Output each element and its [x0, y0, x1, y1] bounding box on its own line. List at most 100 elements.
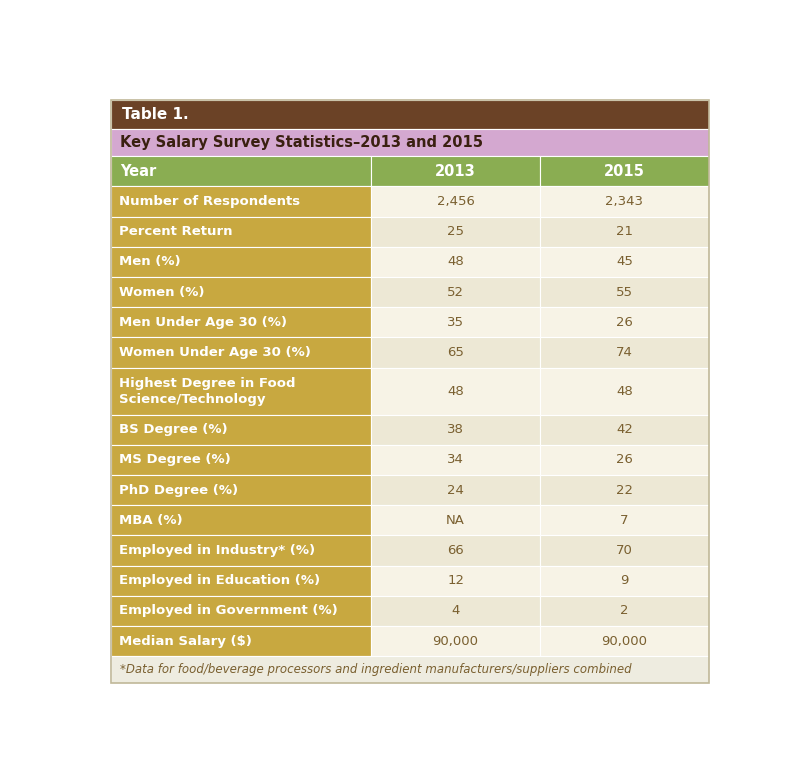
Bar [371, 505, 540, 535]
Bar [540, 414, 709, 445]
Bar [540, 535, 709, 566]
Text: 45: 45 [616, 255, 633, 268]
Bar [540, 217, 709, 247]
Text: Year: Year [121, 164, 157, 178]
Text: Highest Degree in Food: Highest Degree in Food [119, 376, 296, 390]
Text: 66: 66 [447, 544, 464, 557]
Text: 90,000: 90,000 [602, 635, 647, 648]
Bar [371, 566, 540, 596]
Bar [111, 445, 371, 475]
Bar [111, 247, 371, 277]
Text: Number of Respondents: Number of Respondents [119, 195, 300, 208]
Bar [111, 156, 371, 186]
Text: Women (%): Women (%) [119, 286, 205, 299]
Bar [371, 338, 540, 368]
Text: 24: 24 [447, 483, 464, 497]
Bar [540, 475, 709, 505]
Text: 2013: 2013 [435, 164, 476, 178]
Text: 4: 4 [451, 605, 460, 618]
Bar [540, 505, 709, 535]
Text: Employed in Education (%): Employed in Education (%) [119, 574, 320, 587]
Text: 25: 25 [447, 225, 464, 238]
Bar [540, 156, 709, 186]
Bar [371, 307, 540, 338]
Text: 74: 74 [616, 346, 633, 359]
Bar [540, 338, 709, 368]
Bar [371, 445, 540, 475]
Text: 42: 42 [616, 423, 633, 436]
Text: 90,000: 90,000 [433, 635, 478, 648]
Bar [111, 217, 371, 247]
Bar [111, 277, 371, 307]
Bar [371, 277, 540, 307]
Bar [111, 100, 709, 129]
Text: Men Under Age 30 (%): Men Under Age 30 (%) [119, 316, 287, 329]
Bar [111, 566, 371, 596]
Text: 2: 2 [620, 605, 629, 618]
Bar [371, 186, 540, 217]
Bar [540, 626, 709, 656]
Text: MBA (%): MBA (%) [119, 514, 183, 527]
Bar [111, 596, 371, 626]
Bar [540, 566, 709, 596]
Text: 2,343: 2,343 [606, 195, 643, 208]
Text: *Data for food/beverage processors and ingredient manufacturers/suppliers combin: *Data for food/beverage processors and i… [121, 663, 632, 677]
Text: Employed in Industry* (%): Employed in Industry* (%) [119, 544, 315, 557]
Text: Men (%): Men (%) [119, 255, 181, 268]
Text: Median Salary ($): Median Salary ($) [119, 635, 252, 648]
Text: PhD Degree (%): PhD Degree (%) [119, 483, 238, 497]
Text: 2015: 2015 [604, 164, 645, 178]
Bar [111, 656, 709, 684]
Text: 26: 26 [616, 453, 633, 466]
Bar [111, 535, 371, 566]
Bar [111, 626, 371, 656]
Bar [371, 217, 540, 247]
Bar [371, 475, 540, 505]
Bar [111, 414, 371, 445]
Text: 48: 48 [616, 385, 633, 397]
Text: 48: 48 [447, 255, 464, 268]
Bar [540, 186, 709, 217]
Text: 22: 22 [616, 483, 633, 497]
Text: 55: 55 [616, 286, 633, 299]
Bar [540, 445, 709, 475]
Bar [111, 129, 709, 156]
Text: 34: 34 [447, 453, 464, 466]
Text: 7: 7 [620, 514, 629, 527]
Text: 70: 70 [616, 544, 633, 557]
Bar [540, 307, 709, 338]
Bar [371, 626, 540, 656]
Text: 21: 21 [616, 225, 633, 238]
Text: 35: 35 [447, 316, 464, 329]
Text: 48: 48 [447, 385, 464, 397]
Bar [540, 368, 709, 414]
Text: Science/Technology: Science/Technology [119, 393, 266, 406]
Bar [111, 307, 371, 338]
Bar [540, 596, 709, 626]
Text: MS Degree (%): MS Degree (%) [119, 453, 231, 466]
Text: 9: 9 [620, 574, 629, 587]
Bar [111, 338, 371, 368]
Bar [371, 247, 540, 277]
Text: Women Under Age 30 (%): Women Under Age 30 (%) [119, 346, 311, 359]
Bar [540, 247, 709, 277]
Text: Employed in Government (%): Employed in Government (%) [119, 605, 338, 618]
Text: NA: NA [446, 514, 465, 527]
Text: Table 1.: Table 1. [122, 107, 189, 122]
Text: 65: 65 [447, 346, 464, 359]
Text: 12: 12 [447, 574, 464, 587]
Bar [111, 475, 371, 505]
Text: Key Salary Survey Statistics–2013 and 2015: Key Salary Survey Statistics–2013 and 20… [121, 135, 483, 150]
Bar [371, 535, 540, 566]
Bar [111, 368, 371, 414]
Bar [371, 414, 540, 445]
Text: 38: 38 [447, 423, 464, 436]
Text: BS Degree (%): BS Degree (%) [119, 423, 228, 436]
Bar [371, 368, 540, 414]
Bar [371, 156, 540, 186]
Bar [111, 505, 371, 535]
Text: 26: 26 [616, 316, 633, 329]
Text: 52: 52 [447, 286, 464, 299]
Bar [111, 186, 371, 217]
Text: Percent Return: Percent Return [119, 225, 233, 238]
